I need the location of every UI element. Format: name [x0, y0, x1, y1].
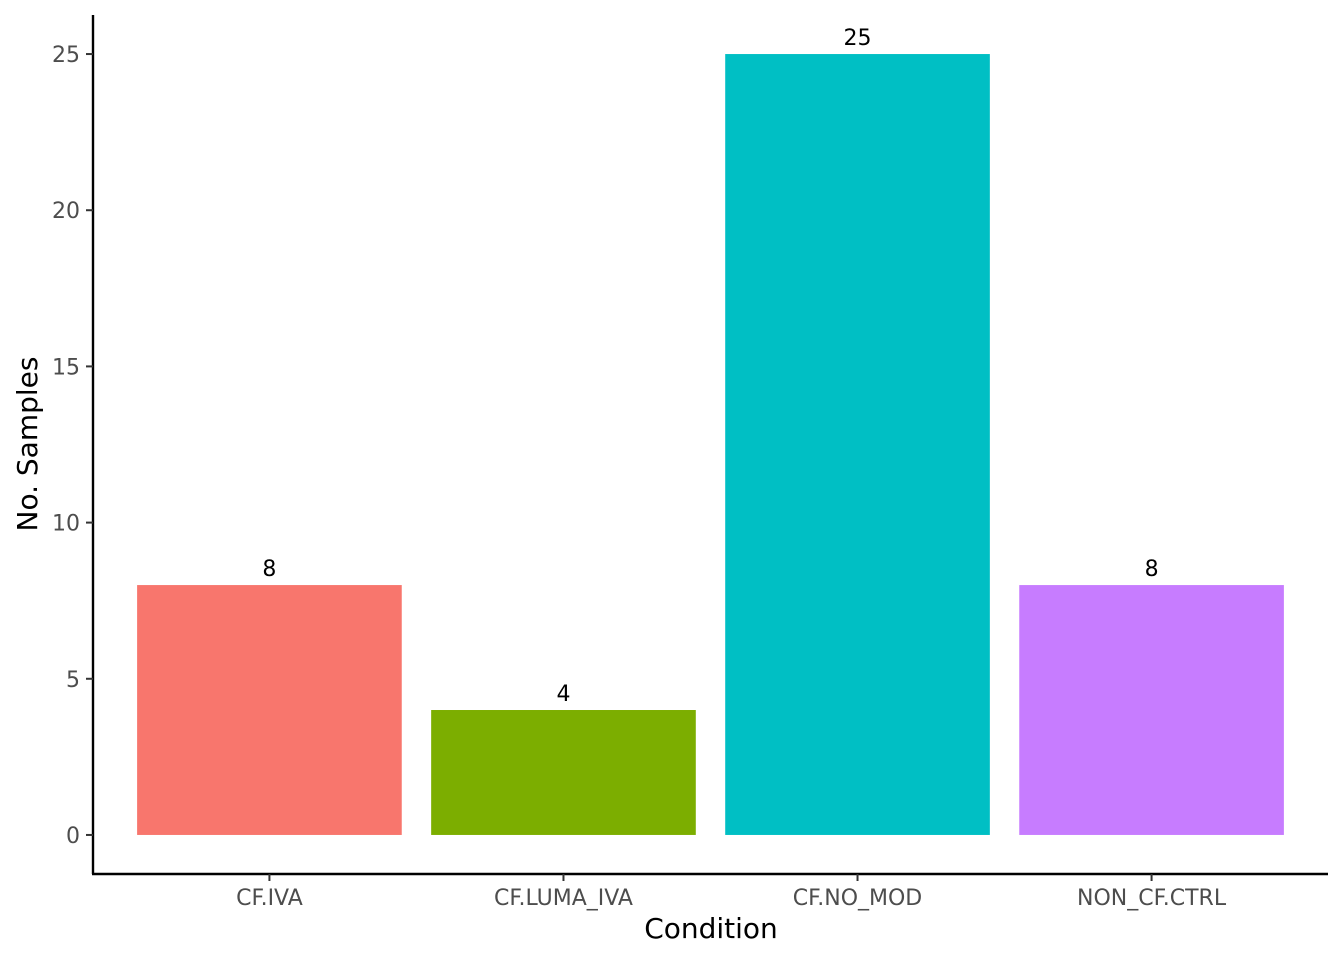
y-axis-title: No. Samples: [11, 357, 44, 532]
bar-cf-iva: [137, 585, 402, 835]
x-tick-label-cf-luma-iva: CF.LUMA_IVA: [494, 886, 633, 911]
data-label-cf-iva: 8: [262, 557, 276, 582]
bar-cf-no-mod: [725, 54, 990, 835]
data-label-cf-no-mod: 25: [844, 26, 872, 51]
y-ticks-group: 0 5 10 15 20 25: [52, 43, 93, 849]
data-labels-group: 8 4 25 8: [262, 26, 1158, 707]
y-tick-label-10: 10: [52, 512, 80, 537]
y-tick-label-5: 5: [66, 668, 80, 693]
y-tick-label-15: 15: [52, 355, 80, 380]
y-tick-label-20: 20: [52, 199, 80, 224]
data-label-cf-luma-iva: 4: [556, 682, 570, 707]
x-ticks-group: CF.IVA CF.LUMA_IVA CF.NO_MOD NON_CF.CTRL: [236, 874, 1227, 911]
x-tick-label-non-cf-ctrl: NON_CF.CTRL: [1077, 886, 1227, 911]
bar-non-cf-ctrl: [1019, 585, 1284, 835]
x-tick-label-cf-no-mod: CF.NO_MOD: [793, 886, 923, 911]
y-tick-label-0: 0: [66, 824, 80, 849]
bars-group: [137, 54, 1284, 835]
x-axis-title: Condition: [644, 912, 778, 945]
data-label-non-cf-ctrl: 8: [1145, 557, 1159, 582]
bar-cf-luma-iva: [431, 710, 696, 835]
x-tick-label-cf-iva: CF.IVA: [236, 886, 303, 911]
y-tick-label-25: 25: [52, 43, 80, 68]
